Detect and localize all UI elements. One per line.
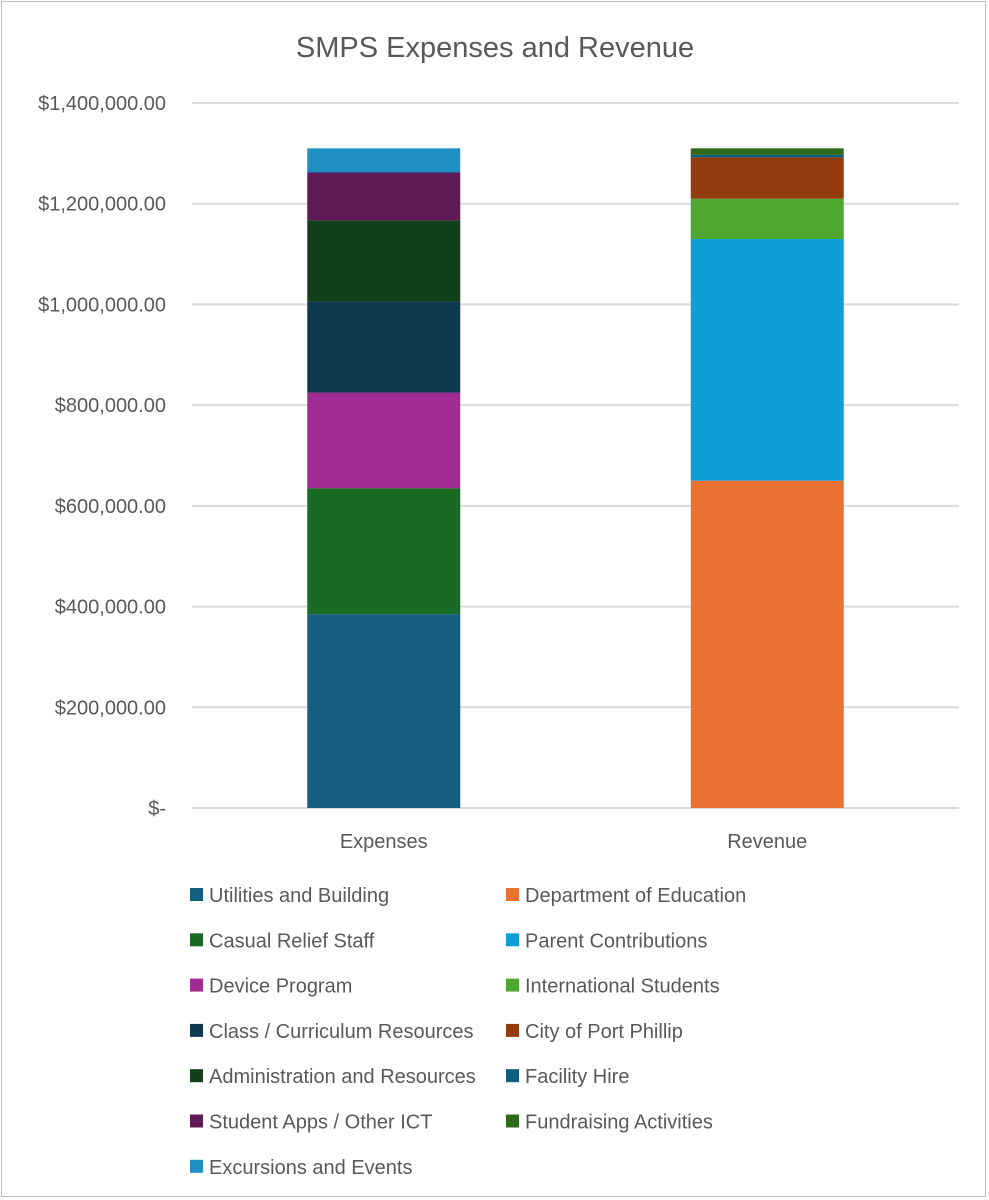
y-tick-label: $1,200,000.00	[38, 194, 166, 216]
bar-segment	[307, 392, 461, 489]
legend-label: Facility Hire	[525, 1066, 629, 1088]
bar-segment	[690, 480, 844, 808]
legend-swatch	[506, 1069, 519, 1083]
y-tick-label: $1,000,000.00	[38, 294, 166, 316]
bar-segment	[690, 157, 844, 199]
legend-label: Excursions and Events	[209, 1157, 412, 1179]
bar-segment	[690, 198, 844, 239]
x-axis-category-labels: Expenses Revenue	[340, 831, 807, 853]
legend-label: Student Apps / Other ICT	[209, 1112, 432, 1134]
legend-swatch	[506, 888, 519, 901]
legend-label: Class / Curriculum Resources	[209, 1021, 474, 1043]
legend-swatch	[506, 1023, 519, 1037]
bar-segment	[307, 172, 461, 221]
bars	[307, 148, 844, 808]
chart-title: SMPS Expenses and Revenue	[296, 32, 694, 64]
bar-segment	[690, 154, 844, 158]
legend-swatch	[190, 933, 203, 947]
legend-swatch	[190, 978, 203, 992]
legend-swatch	[190, 888, 203, 901]
y-tick-label: $400,000.00	[55, 597, 166, 619]
y-tick-label: $-	[148, 798, 166, 820]
y-tick-label: $1,400,000.00	[38, 93, 166, 115]
y-axis-tick-labels: $- $200,000.00 $400,000.00 $600,000.00 $800,…	[38, 93, 166, 820]
y-tick-label: $600,000.00	[55, 496, 166, 518]
legend-swatch	[506, 978, 519, 992]
legend-label: Department of Education	[525, 885, 746, 907]
x-category-label: Expenses	[340, 831, 428, 853]
legend-swatch	[506, 933, 519, 947]
bar-segment	[307, 614, 461, 808]
bar-segment	[690, 238, 844, 481]
y-tick-label: $800,000.00	[55, 395, 166, 417]
legend-label: Utilities and Building	[209, 885, 389, 907]
legend-label: Device Program	[209, 976, 352, 998]
bar-segment	[307, 488, 461, 615]
legend-label: Fundraising Activities	[525, 1112, 713, 1134]
legend-label: City of Port Phillip	[525, 1021, 683, 1043]
legend: Utilities and Building Department of Educ…	[190, 885, 746, 1179]
bar-segment	[307, 148, 461, 173]
legend-label: Administration and Resources	[209, 1066, 476, 1088]
legend-swatch	[506, 1114, 519, 1128]
legend-swatch	[190, 1023, 203, 1037]
legend-swatch	[190, 1159, 203, 1173]
bar-segment	[307, 301, 461, 393]
x-category-label: Revenue	[727, 831, 807, 853]
y-tick-label: $200,000.00	[55, 697, 166, 719]
legend-label: International Students	[525, 976, 720, 998]
legend-label: Casual Relief Staff	[209, 930, 375, 952]
bar-segment	[690, 148, 844, 155]
gridlines	[192, 102, 959, 809]
legend-swatch	[190, 1069, 203, 1083]
bar-segment	[307, 220, 461, 302]
legend-swatch	[190, 1114, 203, 1128]
legend-label: Parent Contributions	[525, 930, 707, 952]
